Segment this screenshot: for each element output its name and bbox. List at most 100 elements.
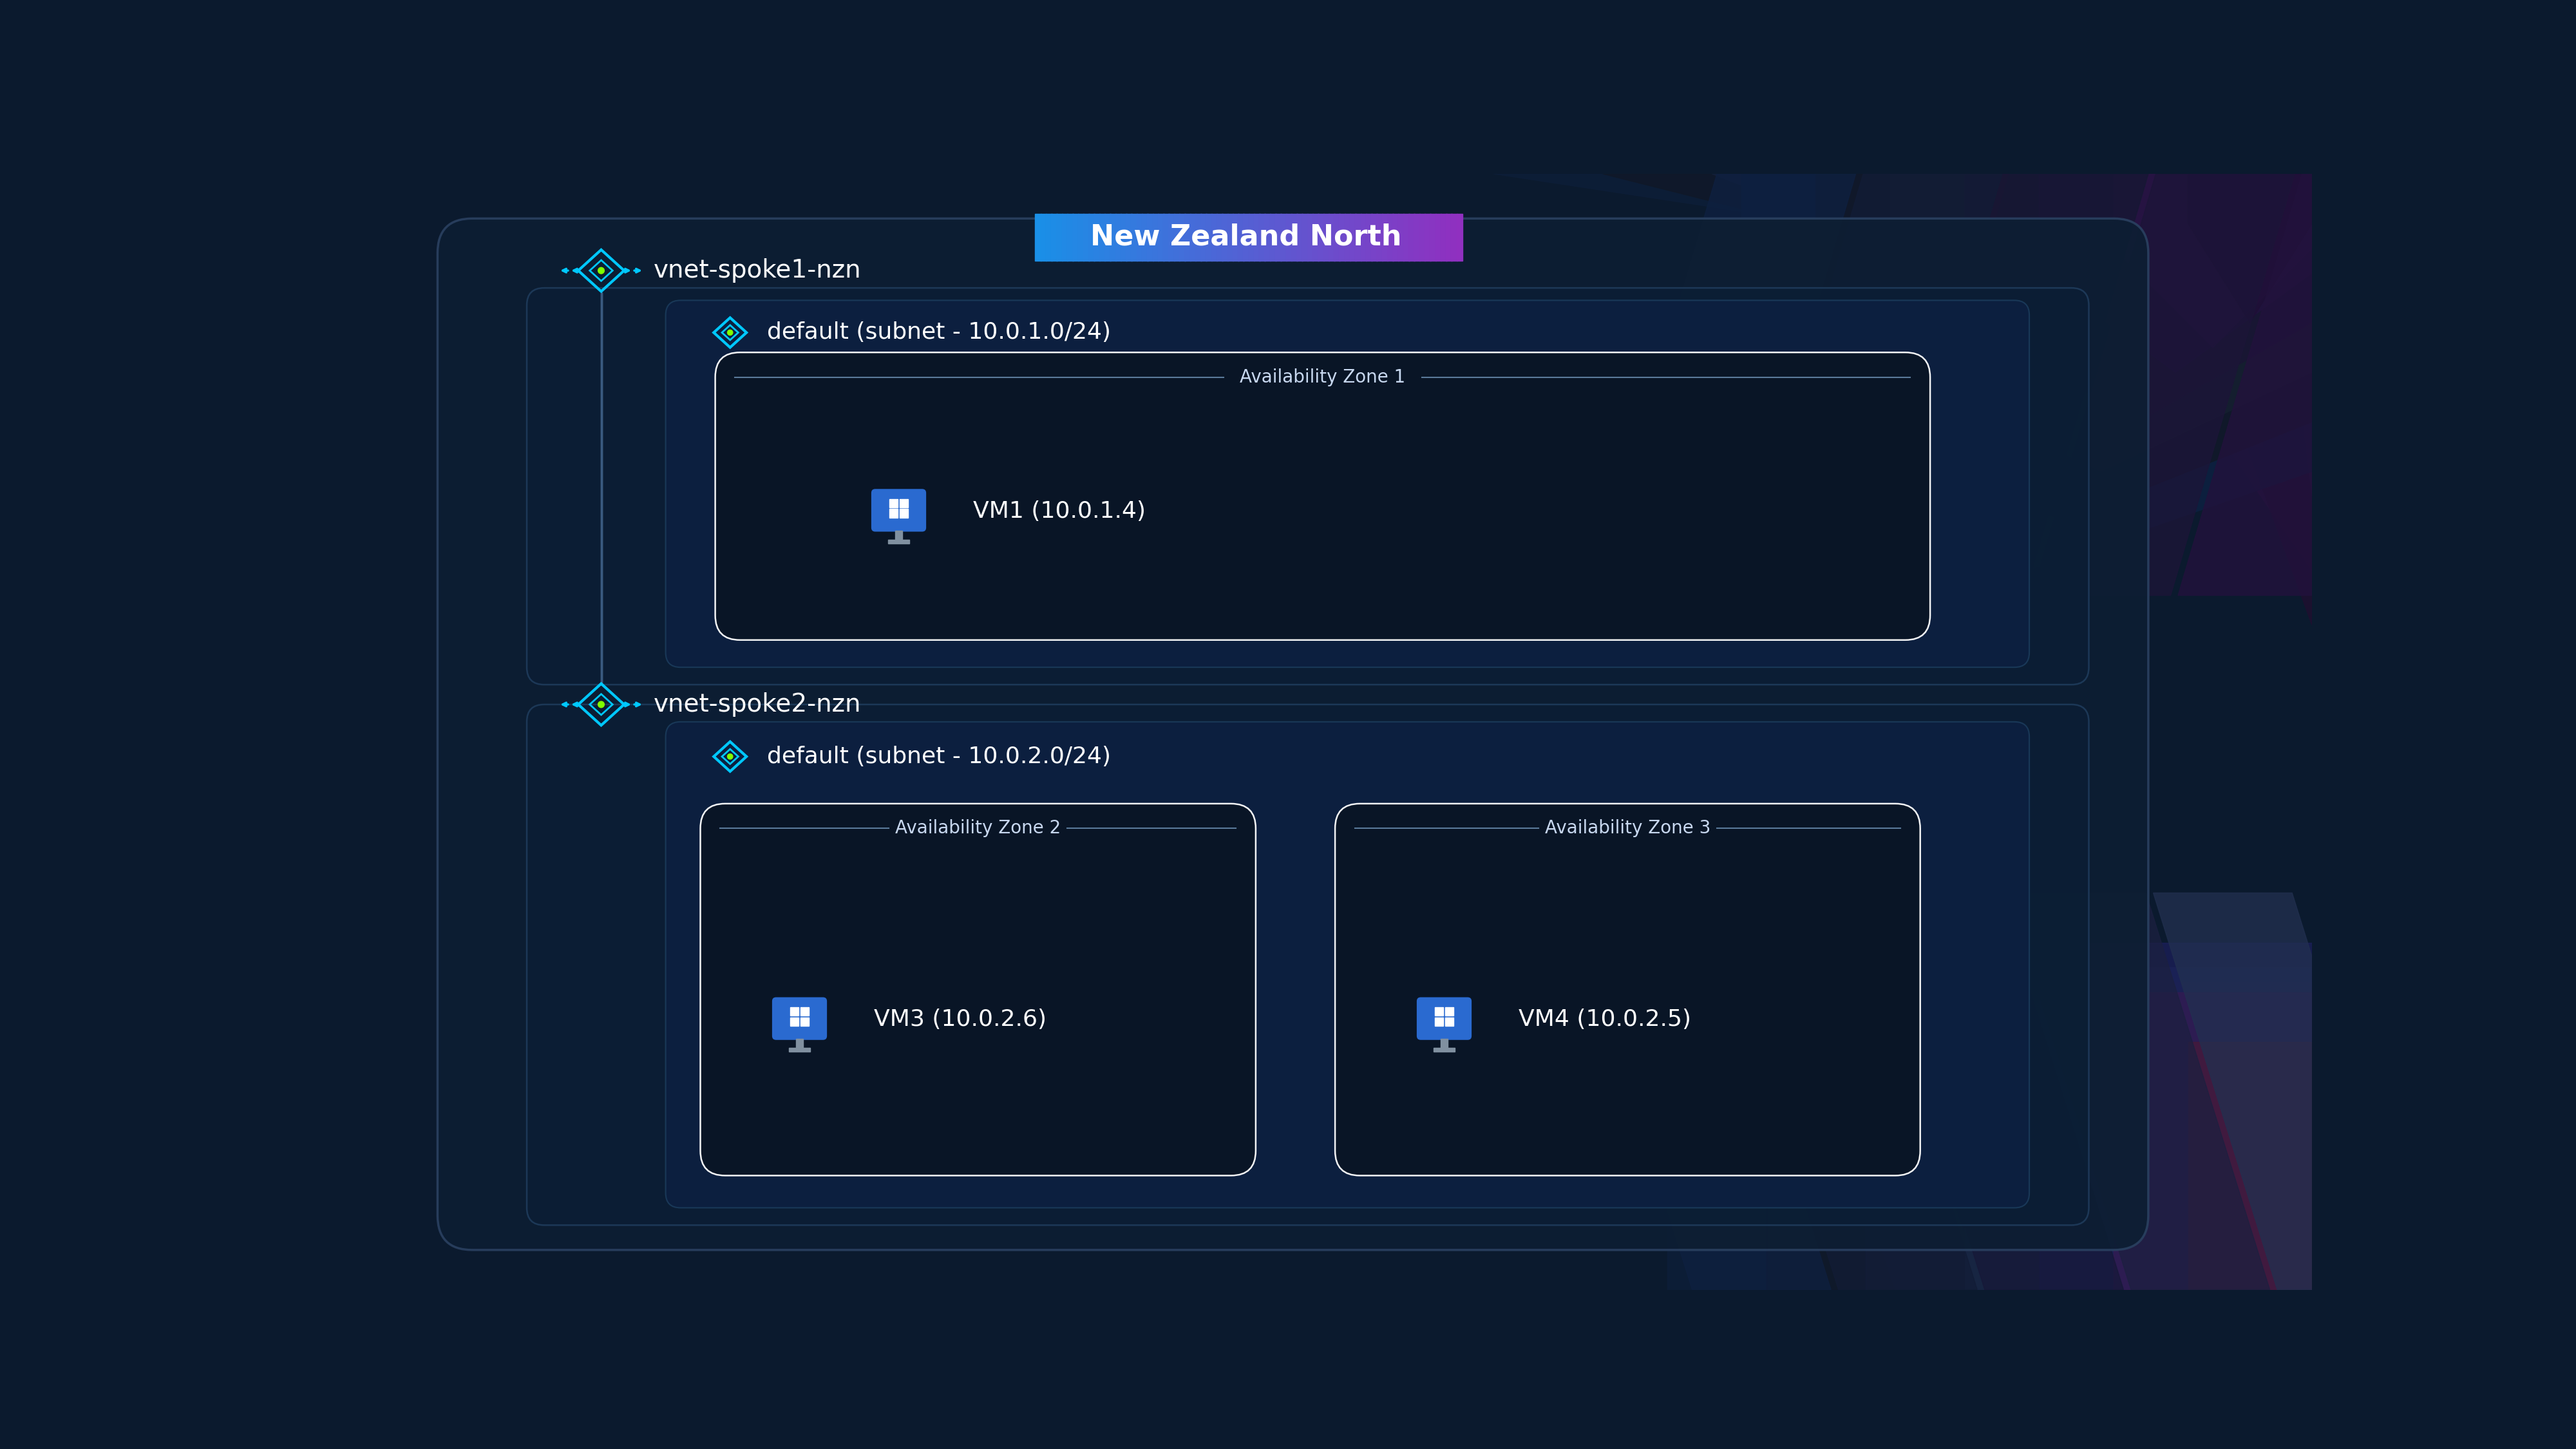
Bar (1265, 213, 1270, 261)
Bar (1370, 213, 1378, 261)
Bar (1170, 213, 1175, 261)
Bar (1226, 213, 1234, 261)
Bar (1082, 213, 1090, 261)
Bar (1041, 213, 1046, 261)
FancyBboxPatch shape (665, 300, 2030, 668)
Polygon shape (2154, 893, 2416, 1290)
Bar (801, 1017, 809, 1026)
Polygon shape (2040, 174, 2313, 372)
Bar (889, 498, 899, 507)
Bar (1190, 213, 1195, 261)
Bar (1131, 213, 1139, 261)
FancyBboxPatch shape (528, 704, 2089, 1226)
Bar (801, 1007, 809, 1016)
Bar (1056, 213, 1064, 261)
Text: vnet-spoke2-nzn: vnet-spoke2-nzn (654, 693, 860, 717)
Text: VM3 (10.0.2.6): VM3 (10.0.2.6) (873, 1009, 1046, 1030)
Bar (1100, 213, 1105, 261)
FancyBboxPatch shape (773, 997, 827, 1040)
Bar (899, 498, 907, 507)
Polygon shape (2154, 1056, 2313, 1290)
Circle shape (598, 268, 605, 274)
FancyBboxPatch shape (438, 219, 2148, 1250)
Bar (1306, 213, 1314, 261)
Bar (1072, 213, 1079, 261)
Bar (1455, 213, 1463, 261)
Bar (1239, 213, 1244, 261)
Bar (1200, 213, 1206, 261)
Bar (1175, 213, 1180, 261)
Bar (1195, 213, 1200, 261)
Bar (1324, 213, 1329, 261)
Bar (1164, 213, 1170, 261)
Polygon shape (1891, 174, 2313, 471)
FancyBboxPatch shape (528, 288, 2089, 684)
Bar (1066, 213, 1074, 261)
Polygon shape (2058, 174, 2208, 471)
Polygon shape (1795, 997, 2313, 1290)
Polygon shape (1865, 993, 2313, 1290)
Bar (1121, 213, 1126, 261)
Bar (1435, 1007, 1443, 1016)
Bar (1445, 1017, 1453, 1026)
Bar (791, 1017, 799, 1026)
Polygon shape (1821, 174, 1971, 546)
Polygon shape (1886, 1011, 2313, 1290)
Bar (1291, 213, 1298, 261)
Bar (1360, 213, 1368, 261)
Bar (1255, 213, 1260, 261)
FancyBboxPatch shape (1334, 804, 1919, 1175)
Bar (1146, 213, 1154, 261)
Bar (1136, 213, 1144, 261)
Bar (791, 1007, 799, 1016)
Circle shape (598, 701, 605, 707)
Bar (1249, 213, 1255, 261)
Bar (1110, 213, 1115, 261)
Polygon shape (1929, 174, 2313, 516)
Bar (1404, 213, 1409, 261)
FancyBboxPatch shape (665, 722, 2030, 1208)
Polygon shape (1816, 174, 2313, 522)
Polygon shape (2040, 174, 2313, 571)
Text: vnet-spoke1-nzn: vnet-spoke1-nzn (654, 258, 860, 283)
Bar (889, 509, 899, 517)
Polygon shape (1886, 174, 2148, 596)
Text: default (subnet - 10.0.1.0/24): default (subnet - 10.0.1.0/24) (768, 322, 1110, 343)
Bar (1409, 213, 1414, 261)
Bar (1430, 213, 1437, 261)
FancyBboxPatch shape (716, 352, 1929, 640)
Polygon shape (2007, 893, 2269, 1290)
Bar (1216, 213, 1224, 261)
Bar (1419, 213, 1425, 261)
Bar (1355, 213, 1363, 261)
Bar (1376, 213, 1383, 261)
FancyBboxPatch shape (1417, 997, 1471, 1040)
Bar (1440, 213, 1448, 261)
Bar (1244, 213, 1249, 261)
Bar (1388, 213, 1394, 261)
Polygon shape (2187, 174, 2313, 323)
Bar (1180, 213, 1185, 261)
Polygon shape (2112, 993, 2313, 1290)
Polygon shape (2112, 174, 2313, 348)
Bar (1046, 213, 1051, 261)
Text: Availability Zone 2: Availability Zone 2 (896, 820, 1061, 838)
Polygon shape (1713, 174, 2313, 407)
Polygon shape (1739, 174, 2002, 596)
Bar (1280, 213, 1288, 261)
Polygon shape (1821, 174, 2313, 461)
Bar (1051, 213, 1056, 261)
Bar (1340, 213, 1345, 261)
Bar (1115, 213, 1121, 261)
Bar (1314, 213, 1319, 261)
Bar (1077, 213, 1084, 261)
Bar (1231, 213, 1239, 261)
Bar (1381, 213, 1388, 261)
FancyBboxPatch shape (871, 488, 927, 532)
Bar (1296, 213, 1303, 261)
Bar (1450, 213, 1458, 261)
Bar (1090, 213, 1095, 261)
Bar (889, 540, 909, 543)
Bar (1275, 213, 1280, 261)
Text: default (subnet - 10.0.2.0/24): default (subnet - 10.0.2.0/24) (768, 746, 1110, 768)
